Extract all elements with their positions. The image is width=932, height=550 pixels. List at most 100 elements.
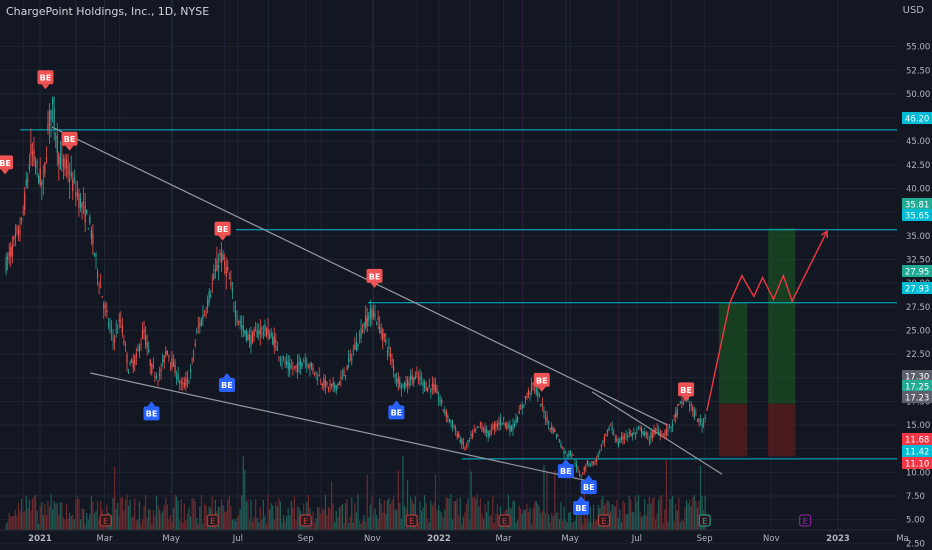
volume-bar	[565, 519, 567, 530]
volume-bar	[358, 520, 361, 530]
candle-body	[137, 349, 139, 351]
volume-bar	[648, 496, 650, 530]
volume-bar	[174, 494, 176, 530]
volume-bar	[365, 521, 367, 530]
signal-label: BE	[64, 135, 76, 144]
volume-bar	[123, 510, 125, 530]
candle-body	[546, 416, 548, 422]
volume-bar	[22, 511, 24, 530]
y-tick-label: 50.00	[906, 90, 930, 100]
candle-body	[238, 321, 240, 323]
candle-body	[357, 343, 359, 347]
volume-bar	[30, 510, 32, 530]
candle-body	[456, 433, 458, 438]
volume-bar	[129, 499, 131, 530]
volume-bar	[186, 513, 189, 530]
price-label-box	[902, 433, 932, 445]
candle-body	[34, 162, 37, 168]
candle-body	[448, 419, 451, 421]
candle-body	[83, 201, 85, 204]
price-label-box	[902, 391, 932, 403]
volume-bar	[476, 494, 478, 530]
volume-bar	[315, 518, 317, 530]
candle-body	[256, 330, 258, 338]
volume-bar	[67, 518, 69, 530]
volume-bar	[245, 501, 247, 530]
volume-bar	[695, 500, 697, 530]
candle-body	[382, 328, 384, 341]
volume-bar	[684, 506, 686, 530]
candle-body	[360, 328, 362, 339]
candle-body	[641, 427, 643, 433]
volume-bar	[555, 512, 557, 530]
y-tick-label: 15.00	[906, 421, 930, 431]
candle-body	[650, 433, 652, 439]
volume-bar	[329, 508, 331, 530]
candle-body	[233, 306, 235, 308]
candle-body	[157, 380, 159, 382]
signal-pointer	[41, 84, 50, 90]
candle-body	[334, 384, 336, 389]
candle-body	[304, 360, 306, 362]
volume-bar	[382, 512, 384, 530]
y-tick-label: 52.50	[906, 66, 930, 76]
volume-bar	[11, 515, 13, 530]
volume-bar	[39, 506, 41, 530]
earnings-marker: E	[698, 514, 711, 527]
earnings-label: E	[210, 517, 215, 526]
candle-body	[225, 266, 227, 277]
volume-bar	[472, 497, 474, 530]
volume-bar	[17, 502, 20, 530]
volume-bar	[554, 470, 556, 530]
candle-body	[171, 357, 173, 368]
volume-bar	[563, 506, 565, 530]
candle-body	[699, 419, 702, 422]
candle-body	[64, 158, 66, 169]
candle-body	[489, 433, 491, 435]
volume-bar	[473, 496, 475, 530]
candle-body	[307, 367, 309, 369]
x-tick-label: Jul	[631, 534, 642, 544]
volume-bar	[685, 500, 688, 530]
volume-bar	[354, 503, 356, 530]
volume-bar	[543, 464, 545, 530]
candle-body	[613, 433, 615, 435]
candle-body	[112, 339, 114, 341]
candle-body	[639, 428, 641, 430]
candle-body	[117, 332, 119, 334]
horizontal-levels	[20, 129, 897, 460]
candle-body	[541, 403, 544, 405]
y-tick-label: 40.00	[906, 185, 930, 195]
volume-bar	[180, 499, 182, 530]
candle-body	[42, 179, 44, 181]
time-axis[interactable]: 2021 Mar May Jul Sep Nov 2022 Mar May Jul Sep Nov 20…	[0, 529, 909, 544]
volume-bar	[617, 518, 619, 530]
candle-body	[478, 426, 480, 428]
candle-body	[95, 253, 97, 257]
volume-bar	[281, 522, 283, 530]
volume-bar	[24, 511, 26, 530]
candle-body	[332, 382, 334, 386]
volume-bar	[298, 507, 300, 530]
candle-body	[577, 469, 579, 471]
volume-bar	[41, 502, 43, 530]
volume-bar	[417, 522, 420, 530]
volume-bar	[334, 521, 336, 530]
candle-body	[19, 231, 21, 234]
earnings-marker: E	[598, 514, 611, 527]
volume-bar	[540, 513, 542, 530]
candle-body	[701, 424, 703, 427]
volume-bar	[468, 519, 471, 530]
candle-body	[672, 423, 674, 426]
earnings-label: E	[409, 517, 414, 526]
volume-bar	[588, 521, 590, 530]
volume-bar	[64, 519, 66, 530]
candle-body	[327, 387, 330, 390]
candle-body	[527, 390, 530, 396]
candle-body	[270, 332, 272, 336]
signal-pointer	[222, 373, 231, 378]
candle-body	[476, 426, 478, 428]
symbol-title[interactable]: ChargePoint Holdings, Inc., 1D, NYSE	[6, 5, 210, 18]
candle-body	[400, 386, 402, 389]
